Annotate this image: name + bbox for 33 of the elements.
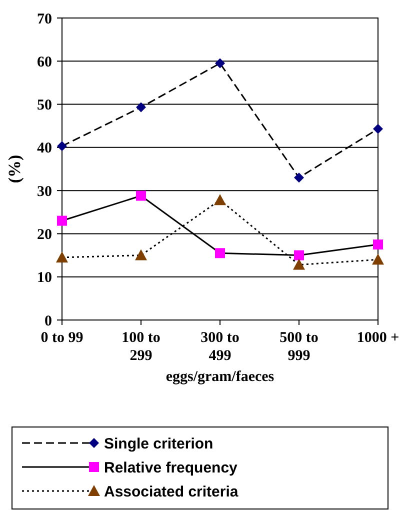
point (214, 194, 226, 206)
point (215, 248, 225, 258)
y-tick-label: 60 (37, 54, 52, 70)
point (136, 190, 146, 201)
point (373, 240, 383, 250)
y-tick-label: 30 (37, 184, 52, 200)
point (293, 258, 305, 270)
point (294, 250, 304, 260)
x-tick-label: 300 to 499 (200, 330, 240, 364)
point (56, 251, 68, 262)
y-tick-label: 50 (37, 98, 52, 114)
y-tick-label: 0 (44, 313, 52, 330)
x-tick-label: 0 to 99 (40, 330, 84, 346)
y-tick-label: 20 (37, 226, 52, 243)
point (373, 124, 383, 134)
y-tick-label: 40 (37, 140, 52, 157)
y-axis-title: (%) (5, 154, 24, 184)
legend-label: Single criterion (104, 435, 214, 452)
point (57, 141, 67, 152)
point (215, 58, 225, 68)
legend-label: Relative frequency (104, 459, 238, 476)
point (136, 102, 146, 112)
legend-label: Associated criteria (104, 483, 239, 500)
y-tick-label: 10 (37, 270, 52, 286)
point (57, 216, 67, 226)
x-tick-label: 100 to 299 (122, 330, 160, 364)
point (294, 172, 304, 183)
x-tick-label: 1000 + (356, 330, 400, 346)
x-axis-title: eggs/gram/faeces (166, 369, 274, 385)
point (372, 254, 384, 265)
y-tick-label: 70 (37, 11, 52, 28)
x-tick-label: 500 to 999 (280, 330, 318, 364)
point (135, 249, 147, 260)
